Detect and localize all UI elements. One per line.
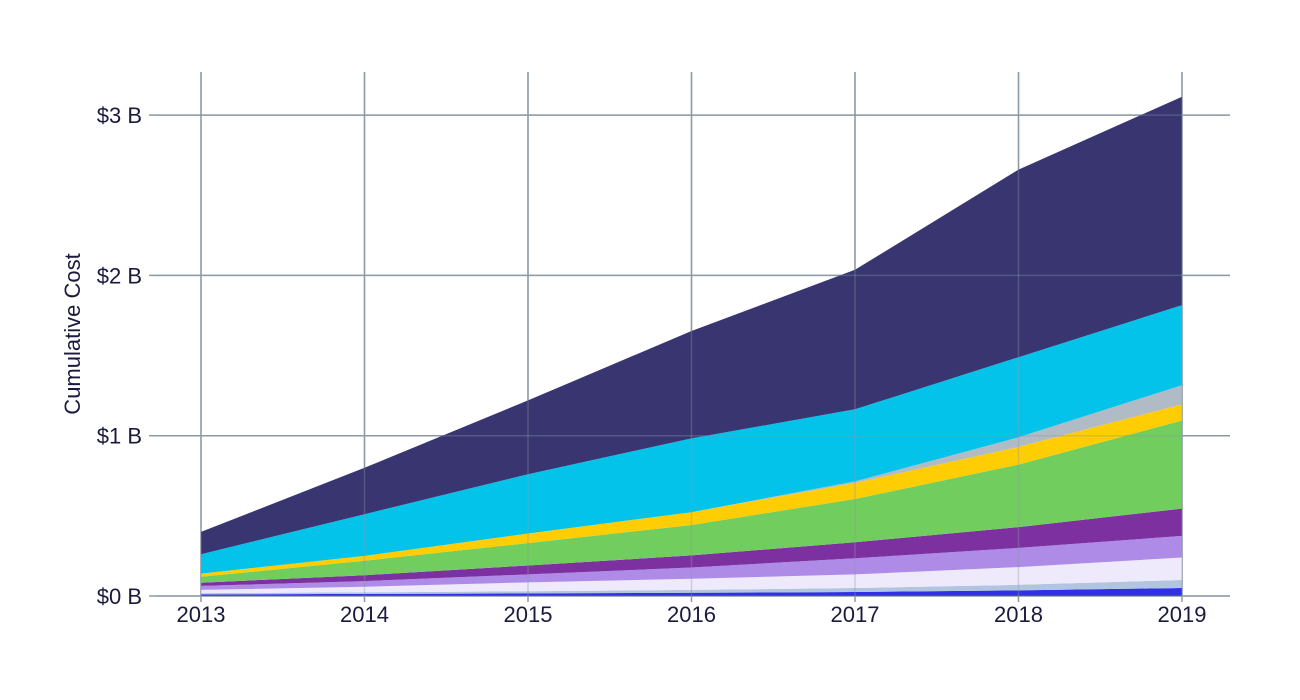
area-series-5: [201, 508, 1182, 586]
area-series-2: [201, 580, 1182, 595]
x-tick-label: 2017: [831, 602, 880, 627]
y-tick-label: $2 B: [97, 263, 142, 288]
y-tick-label: $3 B: [97, 103, 142, 128]
area-series-9: [201, 305, 1182, 574]
area-series-3: [201, 557, 1182, 594]
area-series-10: [201, 96, 1182, 555]
x-tick-label: 2013: [177, 602, 226, 627]
x-tick-label: 2018: [994, 602, 1043, 627]
x-tick-label: 2016: [667, 602, 716, 627]
x-tick-label: 2019: [1158, 602, 1207, 627]
y-tick-label: $0 B: [97, 584, 142, 609]
area-series-4: [201, 535, 1182, 590]
x-tick-label: 2015: [504, 602, 553, 627]
y-axis: $0 B $1 B $2 B $3 B: [97, 103, 155, 609]
area-series-1: [201, 588, 1182, 596]
y-tick-label: $1 B: [97, 424, 142, 449]
x-tick-label: 2014: [340, 602, 389, 627]
area-series-6: [201, 420, 1182, 583]
y-axis-title: Cumulative Cost: [60, 253, 85, 414]
area-series-group: [155, 72, 1230, 597]
x-axis: 2013 2014 2015 2016 2017 2018 2019: [177, 596, 1207, 627]
